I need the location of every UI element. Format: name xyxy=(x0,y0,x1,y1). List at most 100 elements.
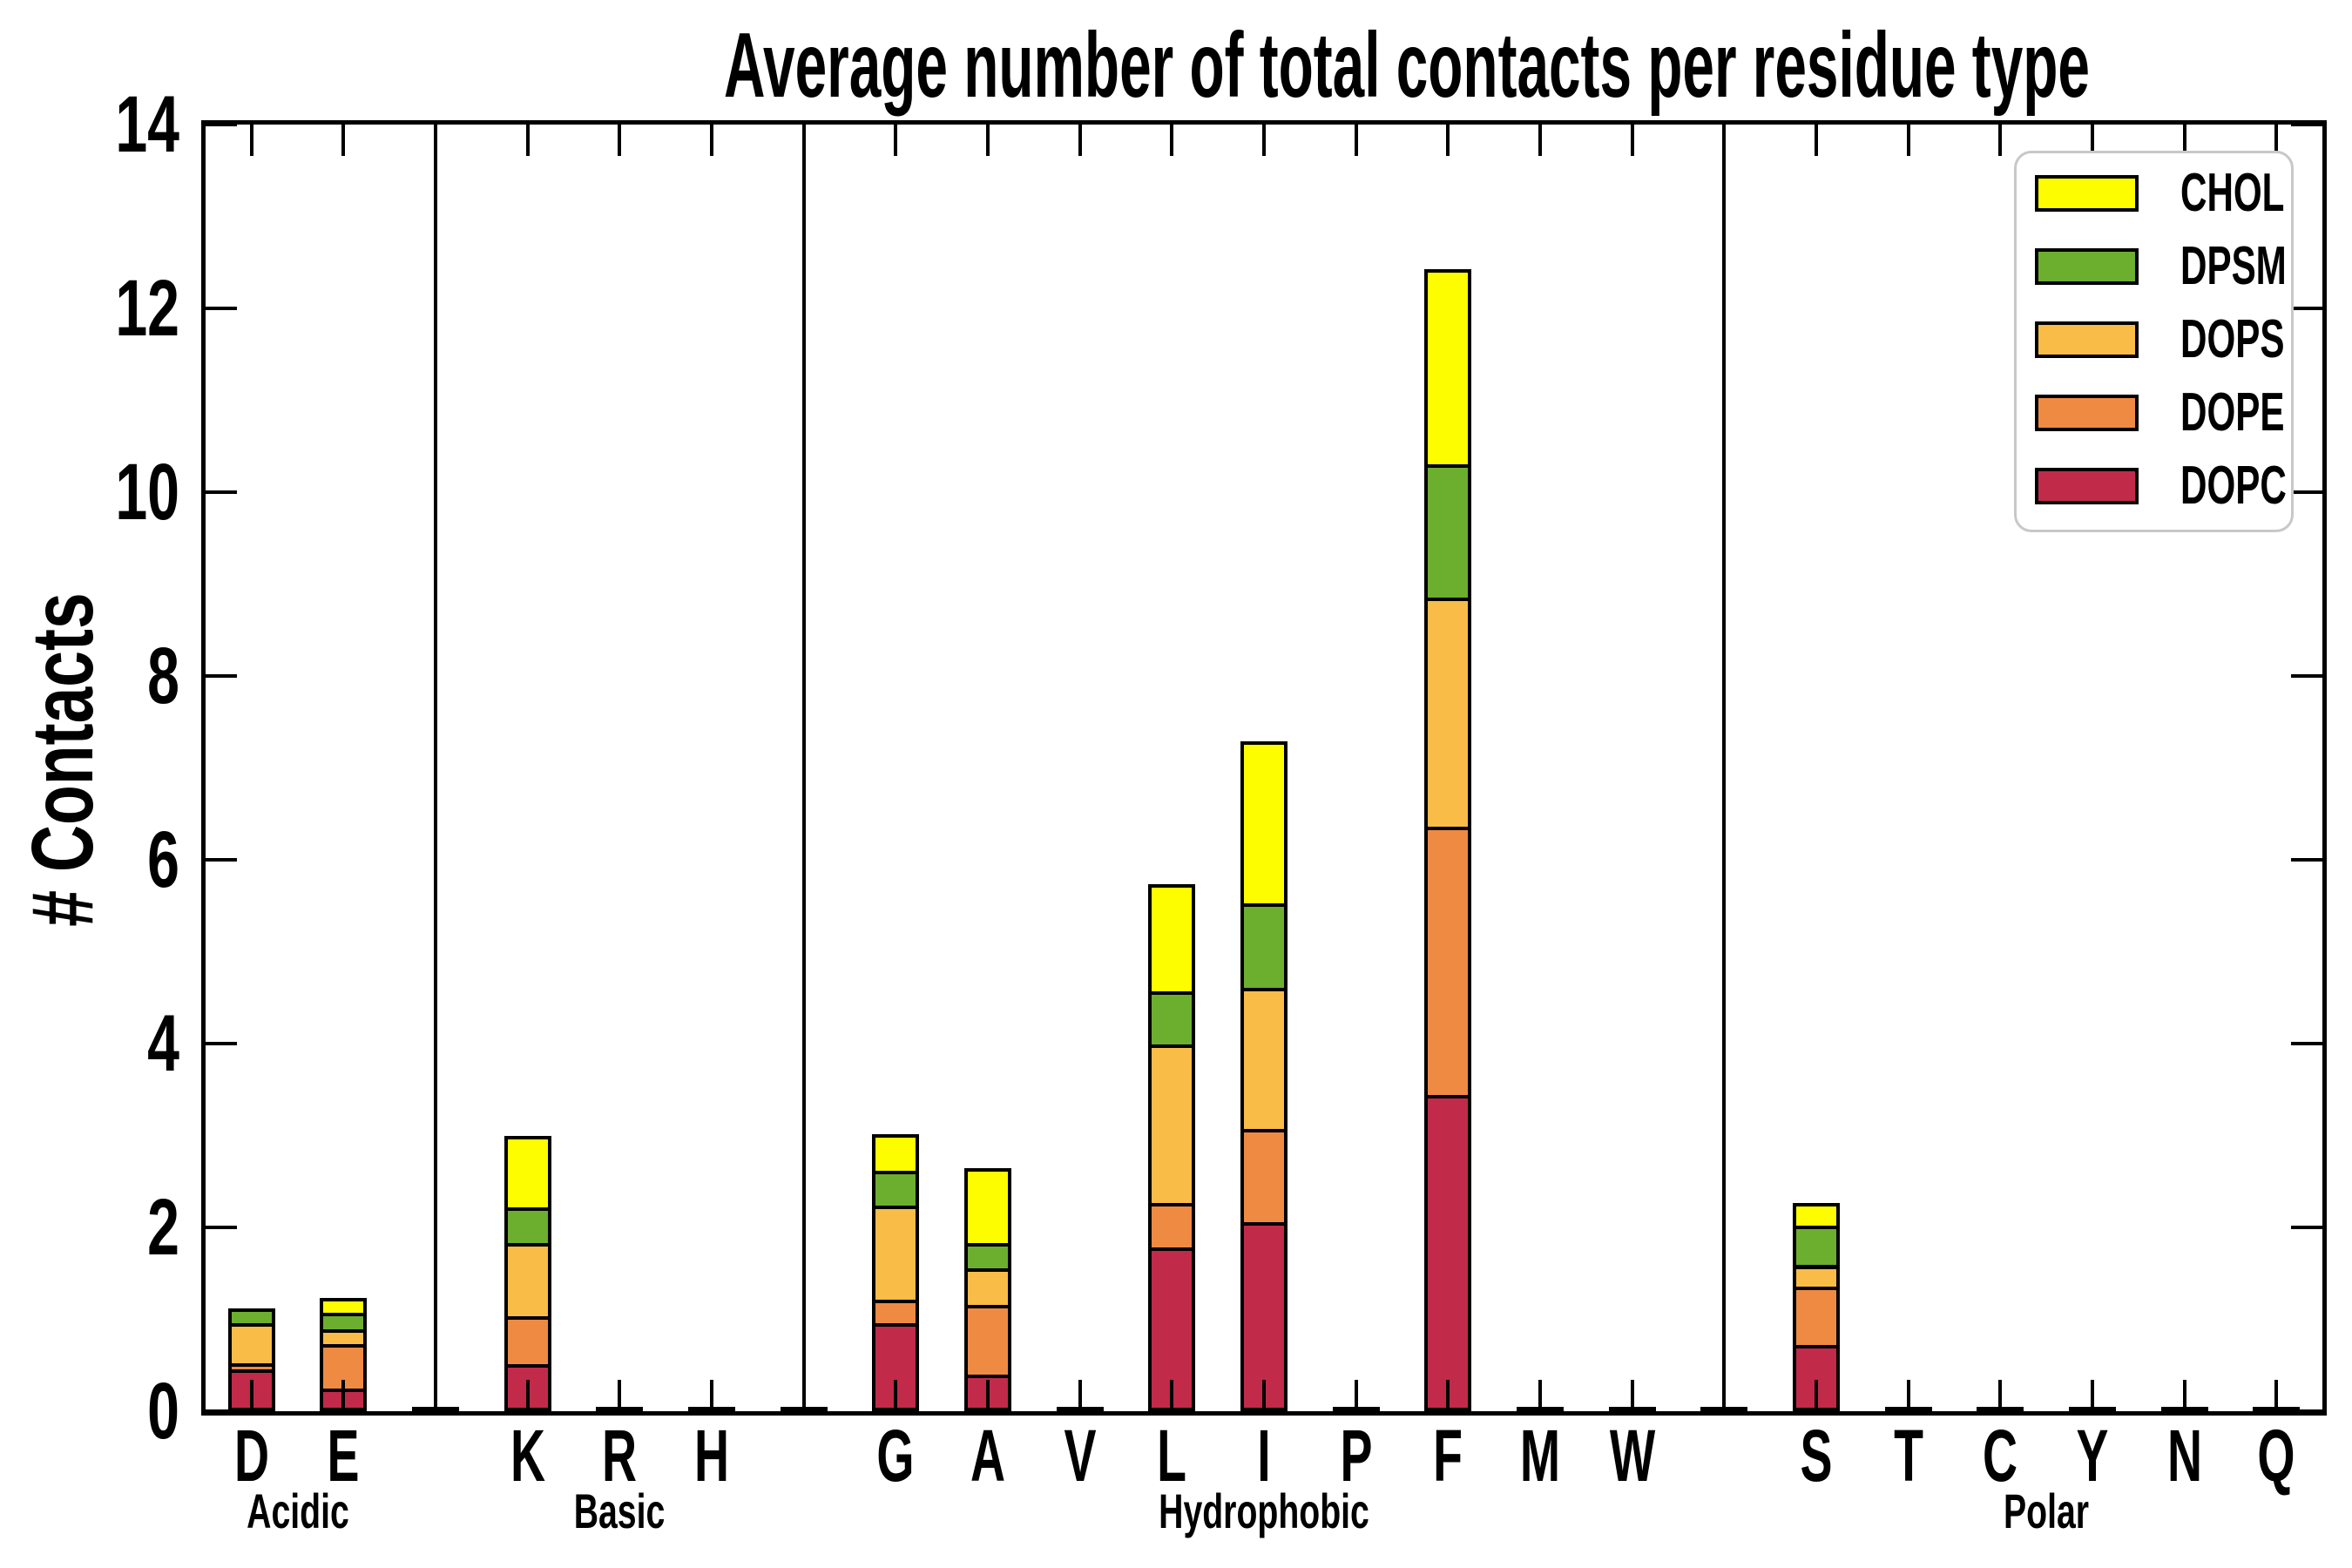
y-tick-left xyxy=(206,674,237,678)
x-tick-label-Y: Y xyxy=(2076,1415,2109,1497)
x-tick-top xyxy=(1078,125,1082,156)
x-tick-top xyxy=(1630,125,1634,156)
x-tick-bottom xyxy=(1538,1380,1542,1411)
x-tick-bottom xyxy=(618,1380,622,1411)
x-tick-label-A: A xyxy=(970,1415,1006,1497)
x-tick-bottom xyxy=(801,1380,806,1411)
x-tick-top xyxy=(2182,125,2186,156)
x-tick-top xyxy=(2274,125,2279,156)
y-tick-label: 8 xyxy=(147,632,179,720)
y-tick-right xyxy=(2291,1226,2322,1229)
x-tick-bottom xyxy=(1630,1380,1634,1411)
bar-F-DOPE xyxy=(1424,827,1472,1099)
x-tick-top xyxy=(1354,125,1358,156)
x-tick-top xyxy=(1722,125,1727,156)
x-tick-bottom xyxy=(341,1380,346,1411)
x-tick-bottom xyxy=(2090,1380,2094,1411)
legend-swatch-DPSM xyxy=(2035,248,2139,285)
bar-A-DPSM xyxy=(964,1243,1012,1272)
bar-D-DPSM xyxy=(227,1308,275,1327)
legend-label-DOPE: DOPE xyxy=(2180,382,2285,443)
x-tick-label-S: S xyxy=(1800,1415,1833,1497)
x-tick-top xyxy=(2090,125,2094,156)
legend-label-CHOL: CHOL xyxy=(2180,163,2285,223)
bar-K-DOPE xyxy=(504,1315,551,1369)
bar-S-CHOL xyxy=(1792,1202,1840,1230)
y-tick-right xyxy=(2291,1409,2322,1413)
group-label-polar: Polar xyxy=(2004,1484,2090,1538)
bar-I-DOPC xyxy=(1240,1221,1288,1411)
x-tick-bottom xyxy=(1906,1380,1910,1411)
x-tick-label-H: H xyxy=(694,1415,730,1497)
group-separator-line xyxy=(434,125,438,1411)
bar-G-CHOL xyxy=(872,1133,920,1174)
x-tick-top xyxy=(1998,125,2003,156)
y-tick-left xyxy=(206,858,237,862)
x-tick-top xyxy=(1170,125,1174,156)
bar-L-DOPE xyxy=(1148,1202,1196,1252)
x-tick-label-K: K xyxy=(510,1415,545,1497)
bar-G-DOPS xyxy=(872,1205,920,1303)
x-tick-top xyxy=(249,125,253,156)
x-tick-label-F: F xyxy=(1433,1415,1463,1497)
x-tick-bottom xyxy=(1998,1380,2003,1411)
legend-swatch-CHOL xyxy=(2035,175,2139,212)
x-tick-label-R: R xyxy=(602,1415,638,1497)
bar-S-DOPC xyxy=(1792,1345,1840,1411)
x-tick-top xyxy=(986,125,990,156)
x-tick-label-E: E xyxy=(327,1415,360,1497)
x-tick-top xyxy=(894,125,898,156)
bar-I-CHOL xyxy=(1240,741,1288,907)
x-tick-label-V: V xyxy=(1064,1415,1097,1497)
bar-I-DPSM xyxy=(1240,902,1288,991)
y-tick-right xyxy=(2291,490,2322,494)
legend-label-DOPC: DOPC xyxy=(2180,456,2287,516)
bar-K-CHOL xyxy=(504,1135,551,1212)
x-tick-top xyxy=(1538,125,1542,156)
y-tick-left xyxy=(206,1042,237,1045)
bar-S-DOPE xyxy=(1792,1286,1840,1349)
y-tick-label: 0 xyxy=(147,1367,179,1456)
y-tick-left xyxy=(206,490,237,494)
x-tick-label-W: W xyxy=(1609,1415,1655,1497)
x-tick-bottom xyxy=(249,1380,253,1411)
legend-label-DPSM: DPSM xyxy=(2180,236,2287,296)
chart-title: Average number of total contacts per res… xyxy=(724,14,2090,117)
x-tick-bottom xyxy=(2274,1380,2279,1411)
bar-S-DPSM xyxy=(1792,1226,1840,1269)
x-tick-label-Q: Q xyxy=(2257,1415,2295,1497)
group-separator-line xyxy=(1722,125,1727,1411)
y-axis-label: # Contacts xyxy=(14,592,112,927)
y-tick-left xyxy=(206,1226,237,1229)
y-tick-right xyxy=(2291,307,2322,310)
x-tick-label-P: P xyxy=(1340,1415,1373,1497)
x-tick-label-M: M xyxy=(1519,1415,1561,1497)
x-tick-top xyxy=(618,125,622,156)
group-separator-line xyxy=(801,125,806,1411)
y-tick-label: 4 xyxy=(147,999,179,1088)
bar-F-DOPC xyxy=(1424,1095,1472,1411)
bar-A-CHOL xyxy=(964,1167,1012,1247)
x-tick-bottom xyxy=(525,1380,530,1411)
bar-I-DOPS xyxy=(1240,987,1288,1133)
bar-L-CHOL xyxy=(1148,883,1196,996)
group-label-basic: Basic xyxy=(574,1484,666,1538)
y-tick-label: 10 xyxy=(115,448,179,537)
x-tick-top xyxy=(1814,125,1818,156)
y-tick-label: 12 xyxy=(115,264,179,353)
x-tick-label-L: L xyxy=(1157,1415,1187,1497)
x-tick-bottom xyxy=(1446,1380,1450,1411)
bar-G-DPSM xyxy=(872,1170,920,1209)
y-tick-label: 6 xyxy=(147,815,179,904)
x-tick-label-T: T xyxy=(1893,1415,1923,1497)
y-tick-right xyxy=(2291,858,2322,862)
x-tick-bottom xyxy=(1722,1380,1727,1411)
bar-L-DOPS xyxy=(1148,1044,1196,1206)
x-tick-bottom xyxy=(1078,1380,1082,1411)
x-tick-bottom xyxy=(1814,1380,1818,1411)
x-tick-top xyxy=(525,125,530,156)
x-tick-bottom xyxy=(1170,1380,1174,1411)
bar-S-DOPS xyxy=(1792,1265,1840,1290)
bar-D-DOPS xyxy=(227,1322,275,1368)
x-tick-bottom xyxy=(1354,1380,1358,1411)
